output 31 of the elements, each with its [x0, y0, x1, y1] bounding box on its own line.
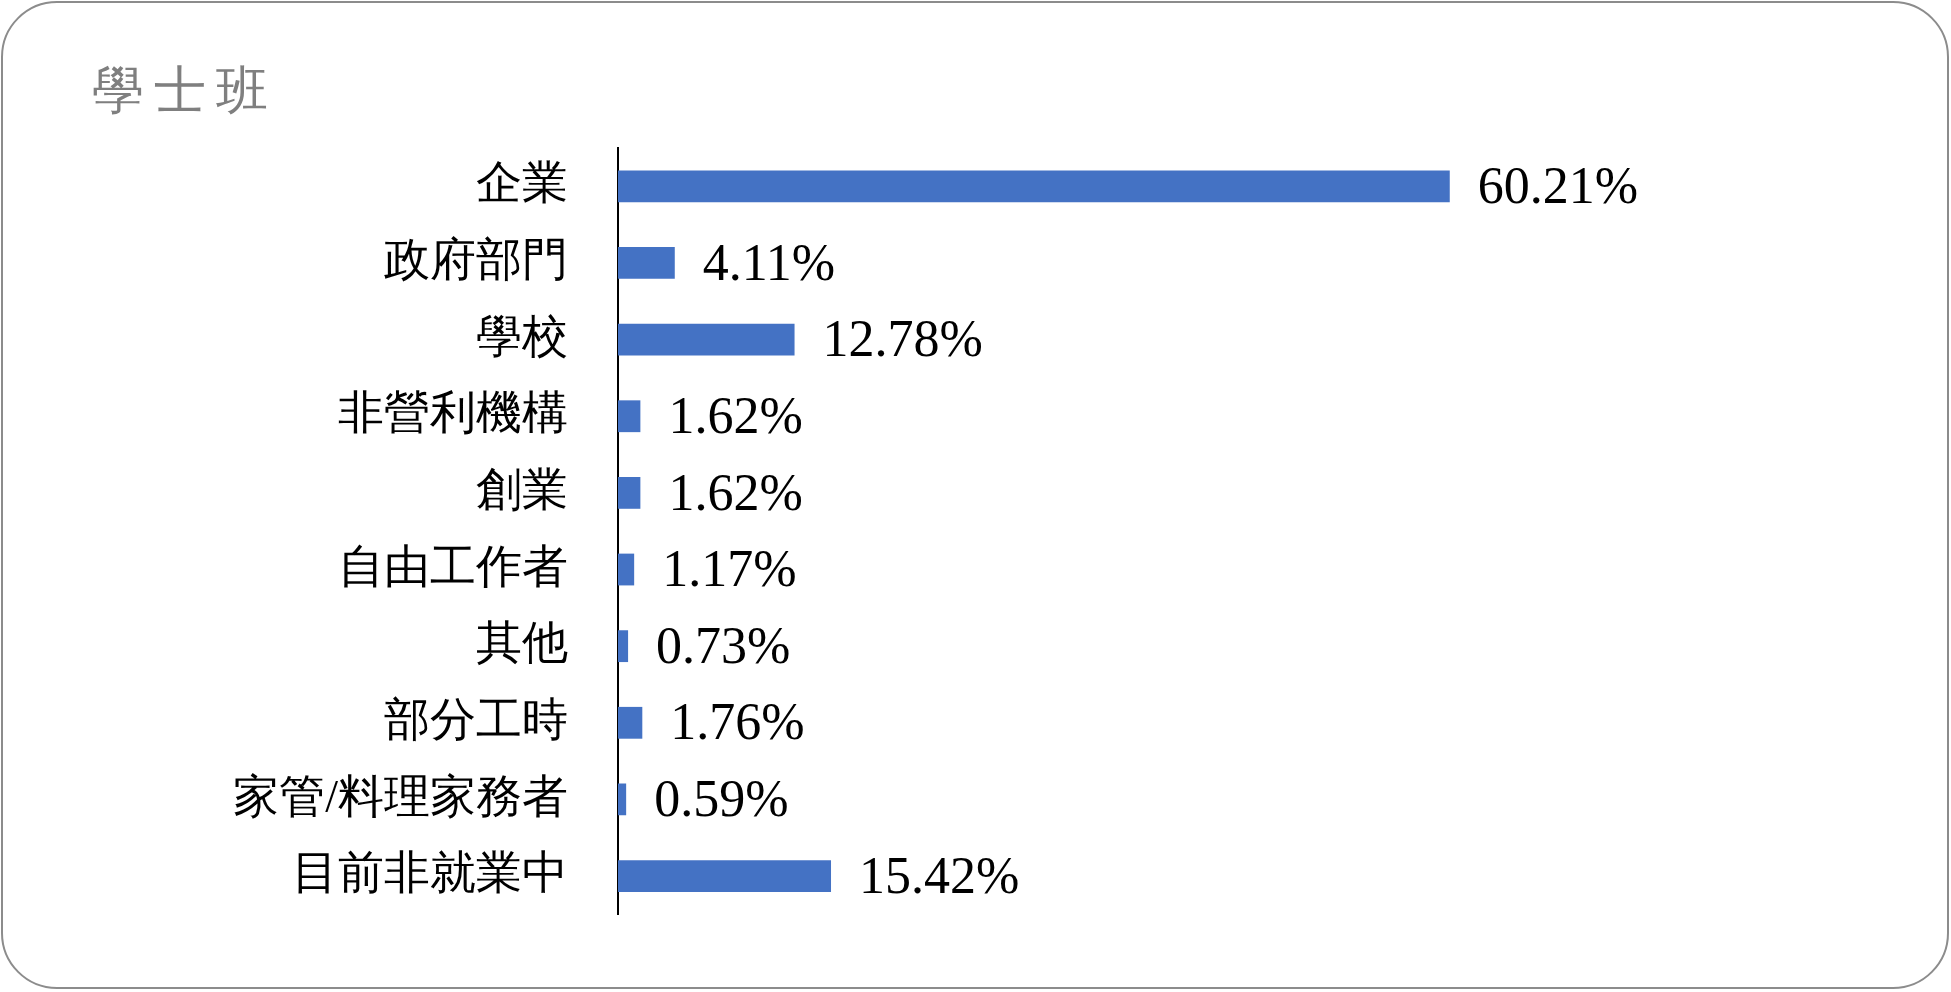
y-tick-label: 家管/料理家務者: [233, 770, 568, 822]
y-tick-label: 創業: [476, 463, 568, 515]
y-tick-label: 目前非就業中: [292, 847, 568, 899]
data-label: 0.59%: [654, 770, 789, 828]
bar: [618, 553, 635, 586]
bar: [618, 247, 675, 279]
data-label: 4.11%: [702, 233, 836, 291]
text: 學士班: [92, 61, 278, 121]
y-tick-label: 部分工時: [384, 693, 568, 745]
data-label: 1.62%: [668, 463, 803, 521]
data-label: 1.76%: [670, 693, 805, 751]
y-tick-label: 非營利機構: [338, 387, 568, 439]
data-label: 1.62%: [668, 386, 803, 444]
y-tick-label: 企業: [476, 157, 568, 209]
bar: [618, 170, 1450, 203]
data-label: 1.17%: [662, 540, 797, 598]
y-tick-label: 自由工作者: [338, 540, 568, 592]
data-label: 60.21%: [1477, 156, 1639, 214]
bar: [618, 706, 643, 739]
data-label: 12.78%: [822, 310, 983, 368]
data-label: 15.42%: [859, 846, 1020, 904]
bar: [618, 400, 641, 433]
y-tick-label: 學校: [476, 310, 568, 362]
data-label: 0.73%: [656, 616, 791, 674]
bar: [618, 630, 629, 663]
bar: [618, 476, 641, 509]
y-tick-label: 其他: [476, 617, 568, 669]
bar: [618, 783, 627, 816]
bar: [618, 860, 832, 892]
bar: [618, 323, 795, 356]
y-tick-label: 政府部門: [384, 234, 568, 286]
